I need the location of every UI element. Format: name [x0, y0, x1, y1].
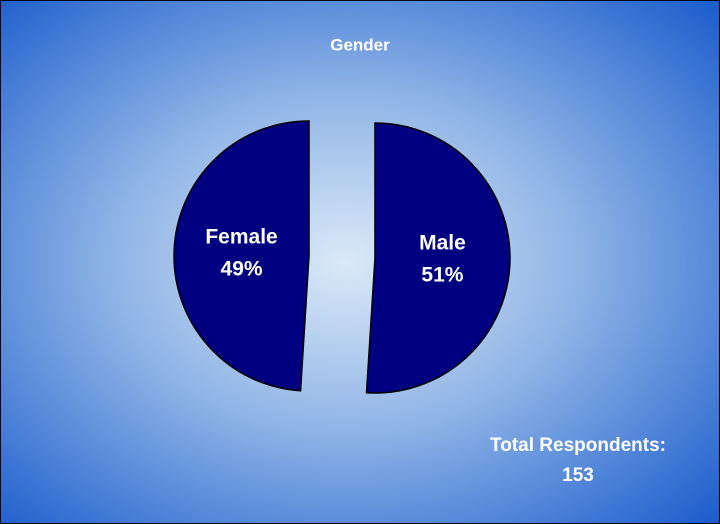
value-label: 49% — [221, 257, 263, 280]
slice-label: Female — [205, 225, 277, 248]
pie-slice — [173, 120, 310, 392]
annotation-value: 153 — [562, 465, 594, 486]
slice-label: Male — [419, 232, 466, 255]
annotation-label: Total Respondents: — [490, 435, 666, 456]
chart-title: Gender — [330, 35, 390, 54]
value-label: 51% — [421, 264, 463, 287]
pie-slice — [365, 122, 511, 394]
